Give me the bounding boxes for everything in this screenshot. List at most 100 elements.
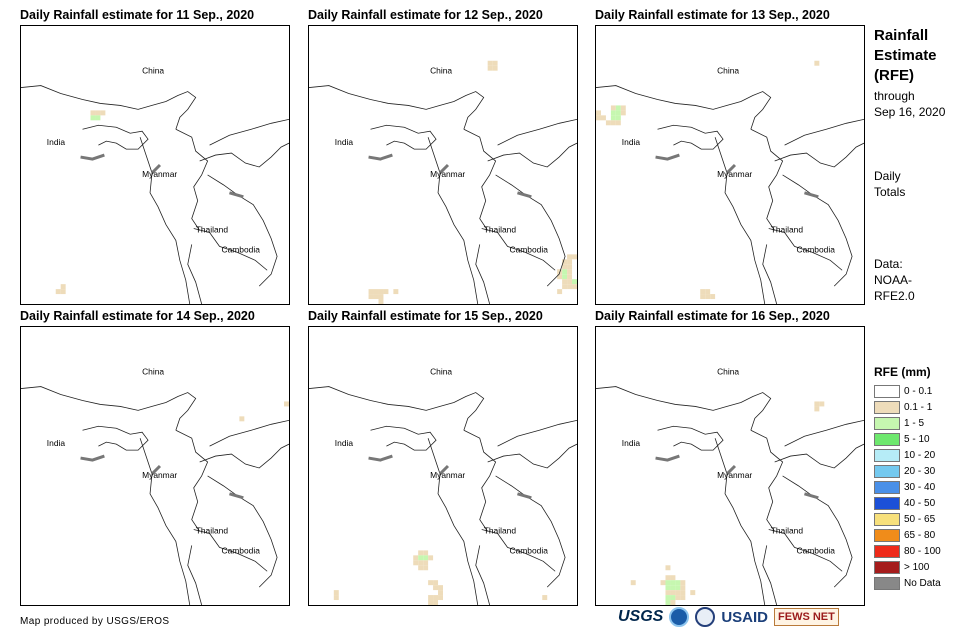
legend-item: > 100 bbox=[874, 559, 941, 575]
legend-swatch bbox=[874, 560, 900, 574]
usgs-logo: USGS bbox=[618, 608, 664, 625]
legend-label: 0.1 - 1 bbox=[904, 401, 933, 413]
legend-item: 30 - 40 bbox=[874, 479, 941, 495]
map-label-india: India bbox=[47, 137, 66, 147]
border-line bbox=[199, 443, 289, 469]
map-label-cambodia: Cambodia bbox=[797, 545, 836, 555]
legend-label: 40 - 50 bbox=[904, 497, 936, 509]
border-line bbox=[207, 174, 278, 287]
totals-label: Totals bbox=[874, 185, 906, 199]
rainfall-map: China India Myanmar Thailand Cambodia bbox=[595, 326, 865, 606]
border-line bbox=[193, 529, 268, 572]
no-data-strip bbox=[368, 153, 532, 199]
legend-label: 1 - 5 bbox=[904, 417, 925, 429]
legend-swatch bbox=[874, 576, 900, 590]
rainfall-map-svg: China India Myanmar Thailand Cambodia bbox=[309, 26, 577, 304]
map-label-cambodia: Cambodia bbox=[222, 545, 261, 555]
border-line bbox=[309, 386, 485, 431]
border-line bbox=[774, 443, 864, 469]
no-data-strip bbox=[368, 454, 532, 500]
map-label-china: China bbox=[717, 66, 739, 76]
map-label-china: China bbox=[717, 367, 739, 377]
rainfall-map-svg: China India Myanmar Thailand Cambodia bbox=[596, 26, 864, 304]
border-line bbox=[768, 228, 843, 271]
legend-swatch bbox=[874, 496, 900, 510]
no-data-strip bbox=[655, 153, 819, 199]
border-line bbox=[497, 118, 577, 146]
legend-item: 80 - 100 bbox=[874, 543, 941, 559]
border-line bbox=[782, 475, 853, 588]
legend: RFE (mm) 0 - 0.1 0.1 - 1 1 - 5 5 - 10 10 - 2… bbox=[874, 365, 941, 591]
border-line bbox=[481, 529, 556, 572]
legend-swatch bbox=[874, 384, 900, 398]
border-line bbox=[21, 85, 197, 130]
border-line bbox=[82, 425, 149, 451]
map-label-thailand: Thailand bbox=[771, 526, 804, 536]
map-label-thailand: Thailand bbox=[484, 526, 517, 536]
usaid-logo: USAID bbox=[721, 608, 769, 626]
legend-title: RFE (mm) bbox=[874, 365, 931, 379]
rainfall-map-svg: China India Myanmar Thailand Cambodia bbox=[596, 327, 864, 605]
daily-totals: Daily Totals bbox=[874, 168, 905, 200]
map-label-china: China bbox=[430, 66, 452, 76]
legend-swatch bbox=[874, 432, 900, 446]
map-label-myanmar: Myanmar bbox=[142, 470, 177, 480]
rainfall-map: China India Myanmar Thailand Cambodia bbox=[308, 326, 578, 606]
border-line bbox=[784, 118, 864, 146]
rainfall-cells bbox=[630, 401, 825, 605]
border-line bbox=[762, 545, 778, 605]
legend-swatch bbox=[874, 448, 900, 462]
panel-title: Daily Rainfall estimate for 13 Sep., 202… bbox=[595, 8, 830, 22]
legend-swatch bbox=[874, 400, 900, 414]
sidebar-title-line: (RFE) bbox=[874, 67, 914, 84]
fews-net-logo: FEWS NET bbox=[774, 608, 839, 626]
border-line bbox=[497, 419, 577, 447]
border-line bbox=[481, 228, 556, 271]
panel-title: Daily Rainfall estimate for 14 Sep., 202… bbox=[20, 309, 255, 323]
map-label-india: India bbox=[335, 137, 354, 147]
rainfall-cells bbox=[596, 60, 820, 300]
border-line bbox=[193, 228, 268, 271]
sidebar-title-line: Rainfall bbox=[874, 27, 929, 44]
map-label-cambodia: Cambodia bbox=[222, 244, 261, 254]
border-line bbox=[309, 85, 485, 130]
map-label-china: China bbox=[142, 66, 164, 76]
legend-item: 0.1 - 1 bbox=[874, 399, 941, 415]
border-line bbox=[139, 438, 191, 605]
panel-title: Daily Rainfall estimate for 11 Sep., 202… bbox=[20, 8, 255, 22]
rainfall-cells bbox=[55, 110, 106, 295]
map-credit: Map produced by USGS/EROS bbox=[20, 616, 170, 627]
rainfall-map-svg: China India Myanmar Thailand Cambodia bbox=[21, 327, 289, 605]
no-data-strip bbox=[80, 454, 244, 500]
rainfall-map: China India Myanmar Thailand Cambodia bbox=[308, 25, 578, 305]
panel-title: Daily Rainfall estimate for 16 Sep., 202… bbox=[595, 309, 830, 323]
legend-swatch bbox=[874, 464, 900, 478]
legend-item: No Data bbox=[874, 575, 941, 591]
border-line bbox=[750, 429, 784, 532]
sidebar-title-line: Estimate bbox=[874, 47, 937, 64]
sidebar-title: Rainfall Estimate (RFE) bbox=[874, 26, 937, 86]
border-line bbox=[209, 419, 289, 447]
map-label-china: China bbox=[142, 367, 164, 377]
data-source-label: Data: bbox=[874, 257, 903, 271]
country-borders bbox=[21, 386, 289, 605]
legend-label: 30 - 40 bbox=[904, 481, 936, 493]
legend-label: 80 - 100 bbox=[904, 545, 941, 557]
border-line bbox=[82, 124, 149, 150]
map-label-myanmar: Myanmar bbox=[142, 169, 177, 179]
border-line bbox=[774, 142, 864, 168]
border-line bbox=[370, 425, 437, 451]
border-line bbox=[175, 429, 209, 532]
rainfall-cells bbox=[333, 550, 548, 605]
data-source-line: NOAA- bbox=[874, 273, 913, 287]
border-line bbox=[463, 429, 497, 532]
map-label-myanmar: Myanmar bbox=[717, 470, 752, 480]
border-line bbox=[495, 475, 566, 588]
through-value: Sep 16, 2020 bbox=[874, 105, 946, 119]
country-borders bbox=[309, 386, 577, 605]
panel-title: Daily Rainfall estimate for 15 Sep., 202… bbox=[308, 309, 543, 323]
border-line bbox=[495, 174, 566, 287]
map-background bbox=[21, 26, 289, 304]
border-line bbox=[784, 419, 864, 447]
through-date: through Sep 16, 2020 bbox=[874, 88, 945, 120]
